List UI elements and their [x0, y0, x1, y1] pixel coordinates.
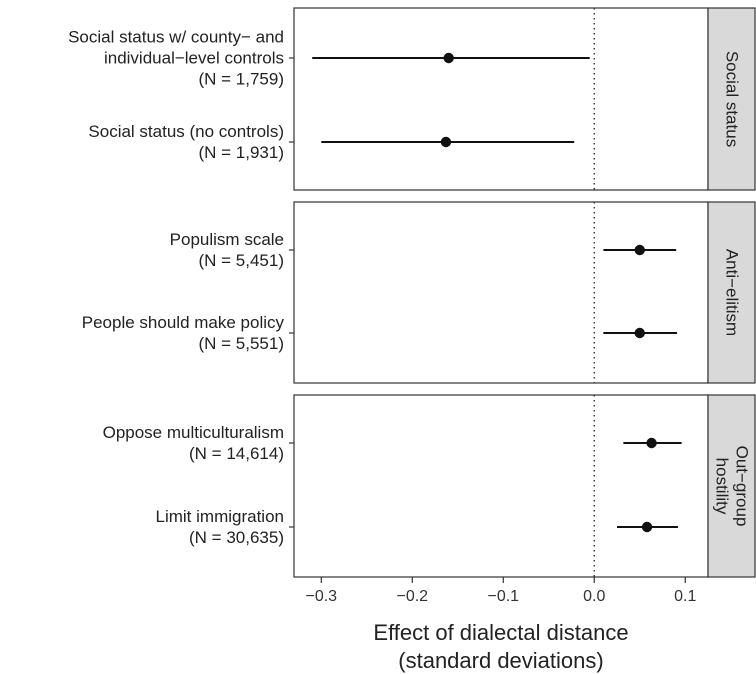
point-estimate	[440, 136, 452, 148]
strip-label: Anti−elitism	[723, 249, 742, 336]
row-label: (N = 14,614)	[189, 444, 284, 463]
point-estimate	[634, 244, 645, 256]
strip-box	[707, 201, 756, 384]
x-tick-label: −0.2	[396, 588, 428, 605]
row-label: (N = 1,759)	[198, 70, 284, 89]
strip-label: Social status	[723, 51, 742, 147]
row-label: (N = 5,551)	[198, 334, 284, 353]
row-label: Oppose multiculturalism	[103, 423, 284, 442]
x-tick-label: 0.1	[674, 588, 696, 605]
panel-frame	[293, 394, 709, 578]
point-estimate	[443, 52, 454, 64]
row-label: Limit immigration	[156, 507, 284, 526]
strip-label: hostility	[713, 458, 732, 515]
row-label: Social status w/ county− and	[68, 28, 284, 47]
row-label: (N = 1,931)	[198, 143, 284, 162]
strip-box	[707, 394, 756, 578]
strip-box	[707, 7, 756, 191]
x-tick-label: −0.1	[487, 588, 519, 605]
row-label: (N = 30,635)	[189, 528, 284, 547]
row-label: Social status (no controls)	[88, 122, 284, 141]
x-axis-title: Effect of dialectal distance	[373, 620, 628, 645]
point-estimate	[641, 521, 653, 533]
x-axis-title: (standard deviations)	[398, 648, 603, 673]
x-tick-label: −0.3	[305, 588, 337, 605]
x-tick-label: 0.0	[583, 588, 605, 605]
panel-frame	[293, 201, 709, 384]
strip-label: Out−group	[733, 446, 752, 527]
point-estimate	[646, 437, 657, 449]
row-label: Populism scale	[170, 230, 284, 249]
row-label: individual−level controls	[104, 49, 284, 68]
row-label: (N = 5,451)	[198, 251, 284, 270]
row-label: People should make policy	[82, 313, 285, 332]
panel-frame	[293, 7, 709, 191]
point-estimate	[634, 327, 645, 339]
